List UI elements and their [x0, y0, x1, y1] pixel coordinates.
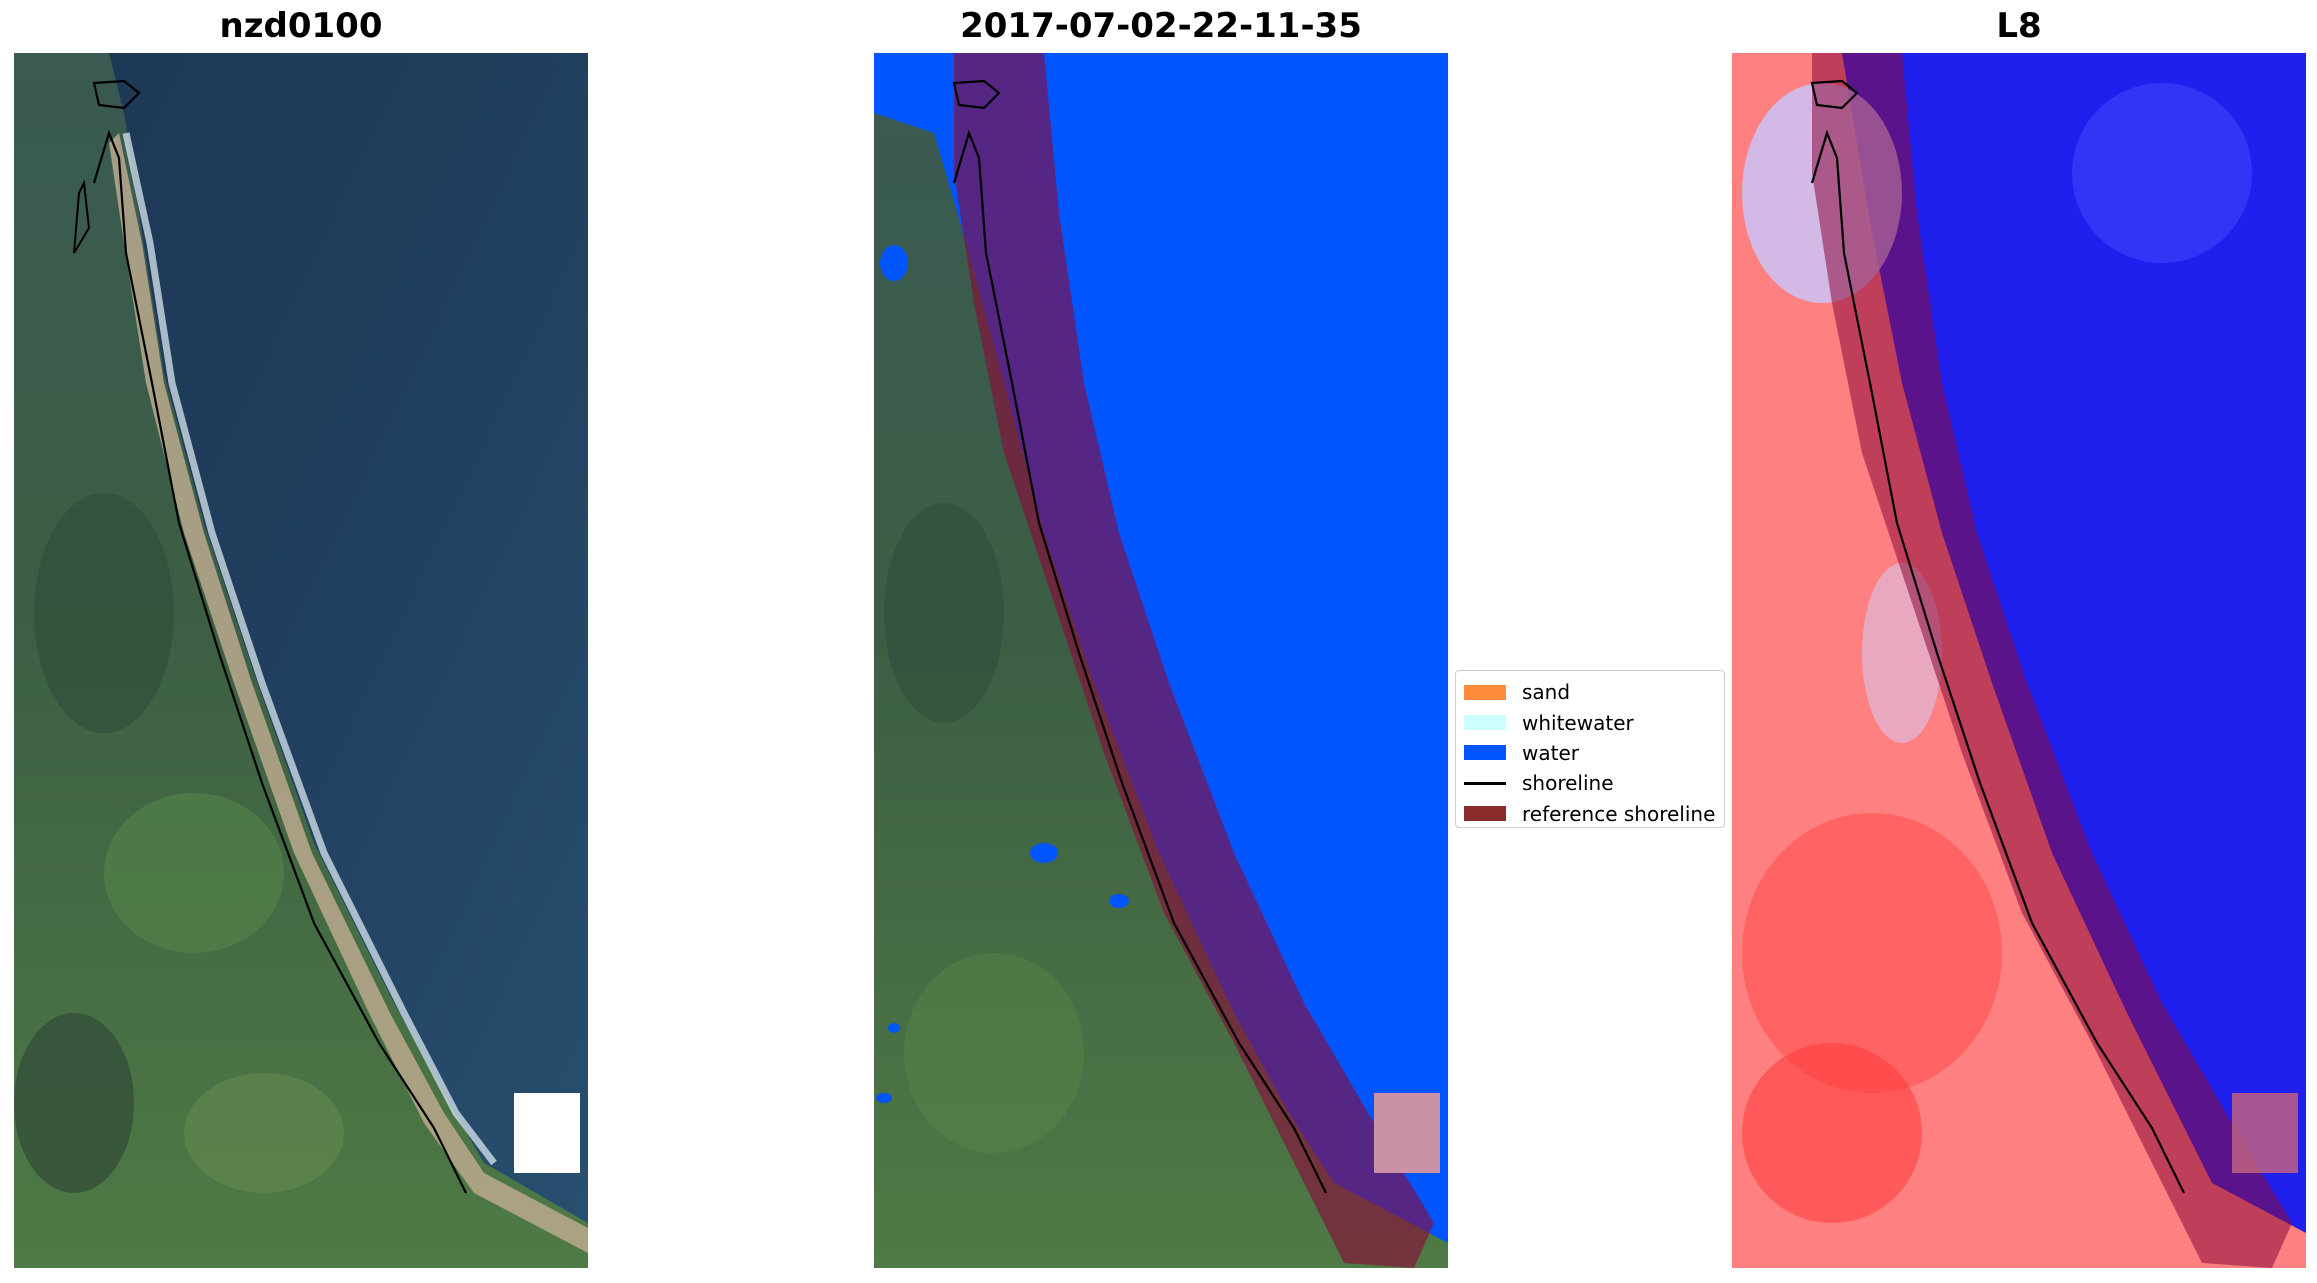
legend-swatch-whitewater [1464, 715, 1506, 731]
panel-title-index: L8 [1996, 6, 2042, 46]
classified-image-panel [874, 53, 1448, 1268]
legend-label: shoreline [1522, 771, 1614, 796]
legend-entry-shoreline: shoreline [1464, 768, 1716, 798]
legend-entry-whitewater: whitewater [1464, 707, 1716, 737]
legend-label: water [1522, 740, 1579, 765]
legend: sand whitewater water shoreline referenc… [1455, 670, 1725, 828]
panel-title-rgb: nzd0100 [219, 6, 383, 46]
legend-swatch-sand [1464, 684, 1506, 700]
legend-entry-sand: sand [1464, 677, 1716, 707]
legend-swatch-water [1464, 745, 1506, 761]
legend-entry-reference-shoreline: reference shoreline [1464, 799, 1716, 829]
panel-title-classified: 2017-07-02-22-11-35 [960, 6, 1362, 46]
legend-line-shoreline [1464, 781, 1506, 785]
index-image [1732, 53, 2306, 1268]
legend-entry-water: water [1464, 738, 1716, 768]
classified-image [874, 53, 1448, 1268]
rgb-image-panel [14, 53, 588, 1268]
legend-label: sand [1522, 680, 1571, 705]
index-image-panel [1732, 53, 2306, 1268]
rgb-satellite-image [14, 53, 588, 1268]
legend-swatch-reference-shoreline [1464, 806, 1506, 822]
legend-label: whitewater [1522, 710, 1634, 735]
legend-label: reference shoreline [1522, 801, 1716, 826]
